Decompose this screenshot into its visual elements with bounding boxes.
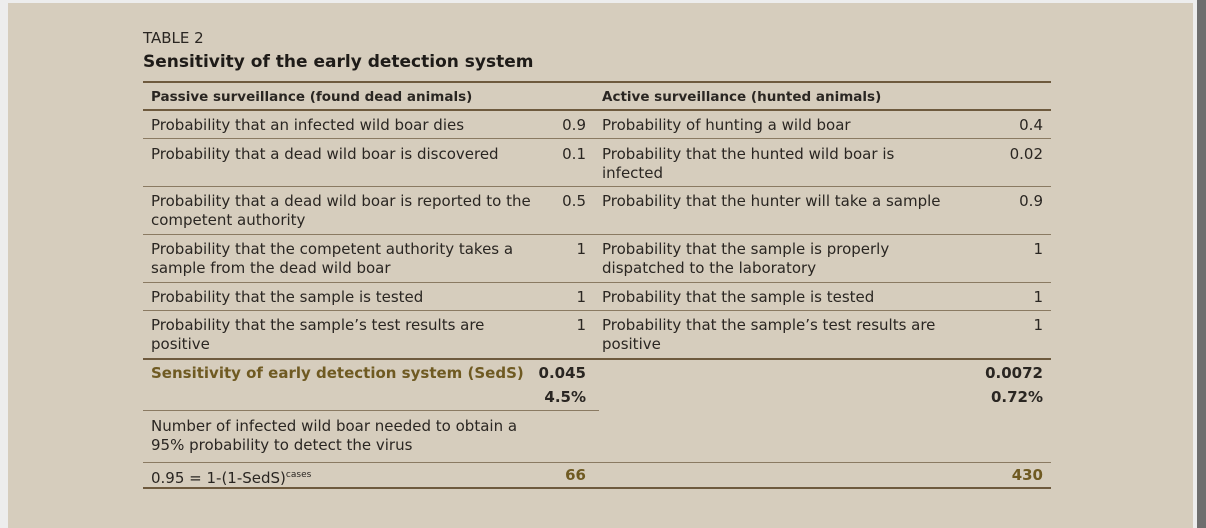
rule-sens-top <box>143 358 1051 360</box>
rule <box>143 186 1051 187</box>
table-row-passive-label: Probability that the sample is tested <box>151 288 424 306</box>
table-row-active-value: 1 <box>1033 240 1043 258</box>
sensitivity-active-value: 0.0072 <box>985 364 1043 382</box>
table-row-active-label: Probability that the sample’s test resul… <box>602 316 936 353</box>
sensitivity-passive-percent: 4.5% <box>544 388 586 406</box>
rule <box>143 310 1051 311</box>
table-row-active-value: 0.4 <box>1019 116 1043 134</box>
table-row-active-value: 0.02 <box>1009 145 1043 163</box>
rule-header <box>143 109 1051 111</box>
table-row-active-label: Probability that the hunter will take a … <box>602 192 941 210</box>
rule-bottom <box>143 487 1051 489</box>
sensitivity-active-percent: 0.72% <box>990 388 1043 406</box>
rule <box>143 234 1051 235</box>
sensitivity-label: Sensitivity of early detection system (S… <box>151 364 524 382</box>
needed-passive-value: 66 <box>565 466 586 484</box>
table-row-active-value: 1 <box>1033 288 1043 306</box>
viewer-left-edge <box>0 0 8 528</box>
table-row-passive-value: 1 <box>576 316 586 334</box>
table-row-passive-label: Probability that an infected wild boar d… <box>151 116 465 134</box>
rule-top <box>143 81 1051 83</box>
table-row-active-value: 1 <box>1033 316 1043 334</box>
table-title: Sensitivity of the early detection syste… <box>143 52 534 72</box>
rule <box>143 138 1051 139</box>
scrollbar-gutter <box>1193 0 1197 528</box>
table-row-passive-value: 0.9 <box>562 116 586 134</box>
table-row-passive-value: 1 <box>576 240 586 258</box>
needed-active-value: 430 <box>1011 466 1043 484</box>
viewer-scrollbar[interactable] <box>1193 0 1206 528</box>
header-passive: Passive surveillance (found dead animals… <box>151 89 473 105</box>
table-row-passive-value: 0.5 <box>562 192 586 210</box>
table-row-active-label: Probability that the sample is properly … <box>602 240 890 277</box>
table-row-passive-label: Probability that a dead wild boar is rep… <box>151 192 531 229</box>
table-row-active-value: 0.9 <box>1019 192 1043 210</box>
table-row-passive-value: 1 <box>576 288 586 306</box>
rule <box>143 462 1051 463</box>
rule-half <box>143 410 599 411</box>
rule <box>143 282 1051 283</box>
table-row-active-label: Probability of hunting a wild boar <box>602 116 851 134</box>
header-active: Active surveillance (hunted animals) <box>602 89 882 105</box>
needed-label: Number of infected wild boar needed to o… <box>151 417 518 454</box>
table-row-passive-value: 0.1 <box>562 145 586 163</box>
needed-formula: 0.95 = 1-(1-SedS)cases <box>151 466 451 488</box>
viewer-top-edge <box>0 0 1193 3</box>
needed-formula-exponent: cases <box>285 470 312 480</box>
table-row-active-label: Probability that the sample is tested <box>602 288 875 306</box>
table-row-passive-label: Probability that the competent authority… <box>151 240 514 277</box>
needed-formula-text: 0.95 = 1-(1-SedS) <box>151 469 286 487</box>
sensitivity-passive-value: 0.045 <box>538 364 586 382</box>
table-row-passive-label: Probability that the sample’s test resul… <box>151 316 485 353</box>
table-row-active-label: Probability that the hunted wild boar is… <box>602 145 895 182</box>
table-row-passive-label: Probability that a dead wild boar is dis… <box>151 145 499 163</box>
table-caption: TABLE 2 <box>143 29 204 47</box>
